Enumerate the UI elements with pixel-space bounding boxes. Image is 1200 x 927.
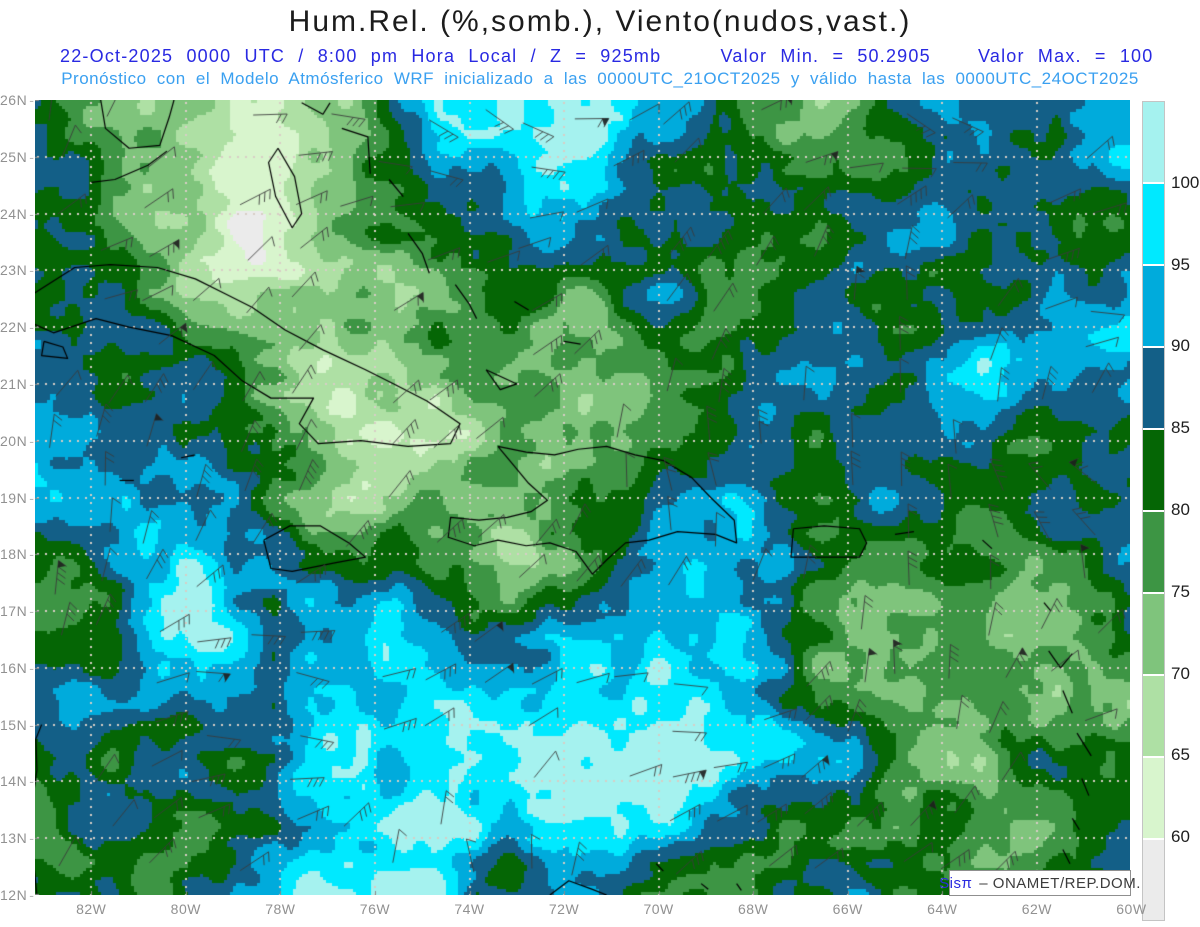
colorbar-block-2 — [1143, 266, 1164, 348]
colorbar — [1142, 101, 1165, 921]
page-title: Hum.Rel. (%,somb.), Viento(nudos,vast.) — [288, 5, 912, 38]
colorbar-block-4 — [1143, 430, 1164, 512]
colorbar-block-8 — [1143, 758, 1164, 840]
model-info-line: Pronóstico con el Modelo Atmósferico WRF… — [61, 69, 1139, 88]
lat-tick-label-20N: 20N — [0, 433, 30, 449]
colorbar-block-5 — [1143, 512, 1164, 594]
watermark: Sisπ – ONAMET/REP.DOM. — [939, 870, 1140, 896]
lon-tick-label-72W: 72W — [548, 901, 580, 917]
lat-tick-label-18N: 18N — [0, 546, 30, 562]
lat-tick-label-12N: 12N — [0, 887, 30, 903]
lon-tick-label-64W: 64W — [927, 901, 958, 917]
colorbar-tick-90: 90 — [1171, 336, 1190, 356]
datetime-text: 22-Oct-2025 0000 UTC / 8:00 pm Hora Loca… — [60, 46, 662, 66]
lon-tick-label-78W: 78W — [265, 901, 296, 917]
lon-tick-label-62W: 62W — [1021, 901, 1052, 917]
colorbar-tick-75: 75 — [1171, 581, 1190, 601]
lat-tick-label-19N: 19N — [0, 490, 30, 506]
lon-tick-label-82W: 82W — [76, 901, 107, 917]
lat-tick-label-17N: 17N — [0, 603, 30, 619]
colorbar-tick-100: 100 — [1171, 172, 1200, 192]
lat-tick-label-21N: 21N — [0, 376, 30, 392]
lon-tick-label-68W: 68W — [738, 901, 769, 917]
lon-tick-label-70W: 70W — [643, 901, 674, 917]
lat-tick-label-25N: 25N — [0, 149, 30, 165]
lat-tick-label-14N: 14N — [0, 773, 30, 789]
lon-tick-label-80W: 80W — [170, 901, 201, 917]
forecast-datetime-line: 22-Oct-2025 0000 UTC / 8:00 pm Hora Loca… — [60, 46, 1153, 67]
colorbar-tick-85: 85 — [1171, 418, 1190, 438]
lon-tick-label-60W: 60W — [1116, 901, 1147, 917]
colorbar-block-6 — [1143, 594, 1164, 676]
lat-tick-label-22N: 22N — [0, 319, 30, 335]
lon-tick-label-74W: 74W — [454, 901, 485, 917]
humidity-wind-map-canvas — [35, 100, 1130, 895]
lon-tick-label-66W: 66W — [832, 901, 863, 917]
lon-tick-label-76W: 76W — [359, 901, 391, 917]
lat-tick-label-26N: 26N — [0, 92, 30, 108]
colorbar-tick-70: 70 — [1171, 663, 1190, 683]
lat-tick-label-15N: 15N — [0, 717, 30, 733]
colorbar-tick-60: 60 — [1171, 827, 1190, 847]
lat-tick-label-13N: 13N — [0, 830, 30, 846]
colorbar-block-9 — [1143, 840, 1164, 920]
watermark-text: – ONAMET/REP.DOM. — [979, 874, 1141, 892]
lat-tick-label-23N: 23N — [0, 262, 30, 278]
colorbar-block-0 — [1143, 102, 1164, 184]
colorbar-tick-80: 80 — [1171, 500, 1190, 519]
watermark-brand: Sisπ — [939, 874, 973, 892]
colorbar-tick-65: 65 — [1171, 745, 1190, 765]
max-value-text: Valor Max. = 100 — [978, 46, 1154, 66]
min-value-text: Valor Min. = 50.2905 — [720, 46, 931, 66]
colorbar-block-3 — [1143, 348, 1164, 430]
lat-tick-label-24N: 24N — [0, 206, 30, 222]
lat-tick-label-16N: 16N — [0, 660, 30, 676]
colorbar-block-1 — [1143, 184, 1164, 266]
colorbar-tick-95: 95 — [1171, 254, 1190, 274]
colorbar-block-7 — [1143, 676, 1164, 758]
